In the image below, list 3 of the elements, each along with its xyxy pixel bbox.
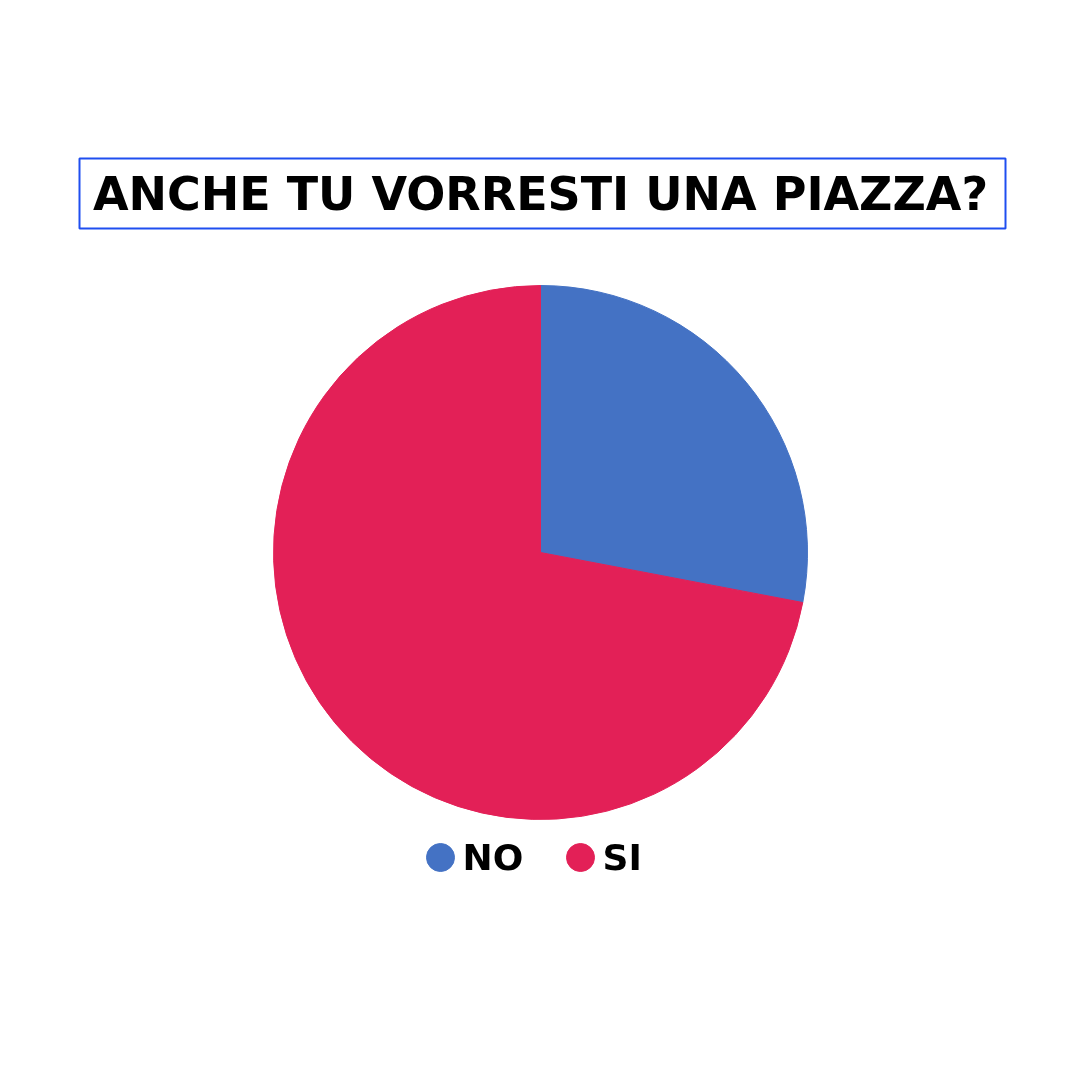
legend-label: SI (602, 837, 642, 878)
legend-label: NO (462, 837, 524, 878)
chart-title: ANCHE TU VORRESTI UNA PIAZZA? (92, 166, 989, 221)
